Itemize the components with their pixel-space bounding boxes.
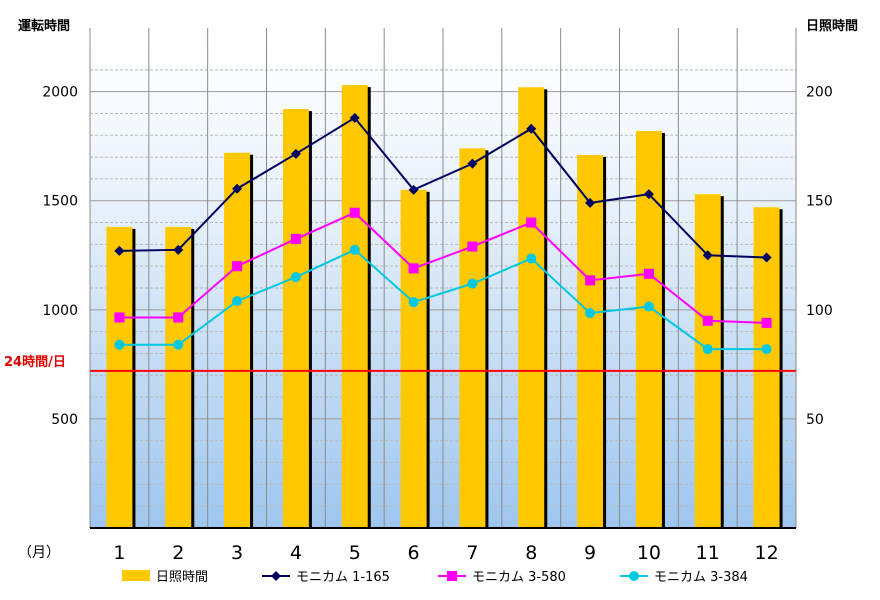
square-marker xyxy=(349,207,360,218)
right-tick-label: 150 xyxy=(806,194,833,210)
square-marker xyxy=(447,571,457,581)
x-tick-label: 8 xyxy=(525,542,537,564)
right-tick-label: 200 xyxy=(806,85,833,101)
diamond-marker xyxy=(290,148,301,159)
diamond-marker xyxy=(349,112,360,123)
square-marker xyxy=(467,241,478,252)
series-line xyxy=(119,248,767,351)
bar xyxy=(459,148,486,528)
circle-marker xyxy=(761,344,772,355)
square-marker xyxy=(114,312,125,323)
x-tick-label: 11 xyxy=(696,542,720,564)
legend-label: モニカム 1-165 xyxy=(296,570,390,585)
x-tick-label: 7 xyxy=(466,542,478,564)
diamond-marker xyxy=(585,197,596,208)
legend: 日照時間 モニカム 1-165 モニカム 3-580 モニカム 3-384 xyxy=(122,570,748,585)
left-tick-label: 1000 xyxy=(42,303,78,319)
circle-marker xyxy=(408,297,419,308)
circle-marker xyxy=(585,308,596,319)
diamond-marker xyxy=(761,252,772,263)
diamond-marker xyxy=(643,189,654,200)
diamond-marker xyxy=(114,245,125,256)
left-axis-ticks: 500 1000 1500 2000 xyxy=(42,85,78,428)
left-tick-label: 1500 xyxy=(42,194,78,210)
bar xyxy=(518,87,545,528)
circle-marker xyxy=(467,278,478,289)
diamond-marker xyxy=(173,244,184,255)
x-tick-label: 10 xyxy=(637,542,661,564)
right-axis-ticks: 50 100 150 200 xyxy=(806,85,833,428)
x-axis-ticks: 1 2 3 4 5 6 7 8 9 10 11 12 xyxy=(113,542,778,564)
diamond-marker xyxy=(232,183,243,194)
square-marker xyxy=(585,275,596,286)
circle-marker xyxy=(173,339,184,350)
bar xyxy=(400,189,427,528)
line-series-3 xyxy=(114,244,772,355)
bar xyxy=(577,154,604,528)
square-marker xyxy=(173,312,184,323)
circle-marker xyxy=(702,344,713,355)
diamond-marker xyxy=(408,184,419,195)
legend-swatch xyxy=(122,570,150,581)
x-tick-label: 5 xyxy=(349,542,361,564)
diamond-marker xyxy=(271,571,281,581)
circle-marker xyxy=(526,253,537,264)
circle-marker xyxy=(629,571,639,581)
x-tick-label: 3 xyxy=(231,542,243,564)
left-axis-title: 運転時間 xyxy=(18,18,70,34)
x-unit-label: （月） xyxy=(18,545,60,561)
circle-marker xyxy=(114,339,125,350)
left-tick-label: 2000 xyxy=(42,85,78,101)
legend-label: モニカム 3-384 xyxy=(654,570,748,585)
line-series-2 xyxy=(114,207,772,328)
circle-marker xyxy=(349,244,360,255)
circle-marker xyxy=(232,296,243,307)
square-marker xyxy=(643,268,654,279)
x-tick-label: 6 xyxy=(408,542,420,564)
circle-marker xyxy=(290,272,301,283)
grid xyxy=(89,28,797,528)
left-tick-label: 500 xyxy=(51,412,78,428)
legend-label: モニカム 3-580 xyxy=(472,570,566,585)
x-tick-label: 1 xyxy=(113,542,125,564)
legend-label: 日照時間 xyxy=(156,570,208,585)
x-tick-label: 4 xyxy=(290,542,302,564)
bar-series xyxy=(106,85,783,529)
bar xyxy=(341,85,368,528)
legend-item: 日照時間 xyxy=(122,570,208,585)
legend-item: モニカム 3-384 xyxy=(620,570,748,585)
diamond-marker xyxy=(526,123,537,134)
bar xyxy=(694,194,721,528)
bar xyxy=(165,226,192,528)
legend-item: モニカム 1-165 xyxy=(262,570,390,585)
square-marker xyxy=(761,317,772,328)
square-marker xyxy=(526,217,537,228)
reference-line-label: 24時間/日 xyxy=(4,354,66,370)
circle-marker xyxy=(643,301,654,312)
series-line xyxy=(119,116,767,259)
bar xyxy=(282,109,309,528)
legend-item: モニカム 3-580 xyxy=(438,570,566,585)
x-tick-label: 2 xyxy=(172,542,184,564)
diamond-marker xyxy=(702,250,713,261)
bar xyxy=(224,152,251,528)
square-marker xyxy=(290,233,301,244)
right-axis-title: 日照時間 xyxy=(806,18,858,34)
x-tick-label: 12 xyxy=(754,542,778,564)
square-marker xyxy=(702,315,713,326)
diamond-marker xyxy=(467,158,478,169)
right-tick-label: 50 xyxy=(806,412,824,428)
square-marker xyxy=(232,261,243,272)
right-tick-label: 100 xyxy=(806,303,833,319)
line-series-1 xyxy=(114,112,772,263)
line-series xyxy=(114,112,772,355)
series-line xyxy=(119,211,767,324)
square-marker xyxy=(408,263,419,274)
x-tick-label: 9 xyxy=(584,542,596,564)
bar xyxy=(106,226,133,528)
